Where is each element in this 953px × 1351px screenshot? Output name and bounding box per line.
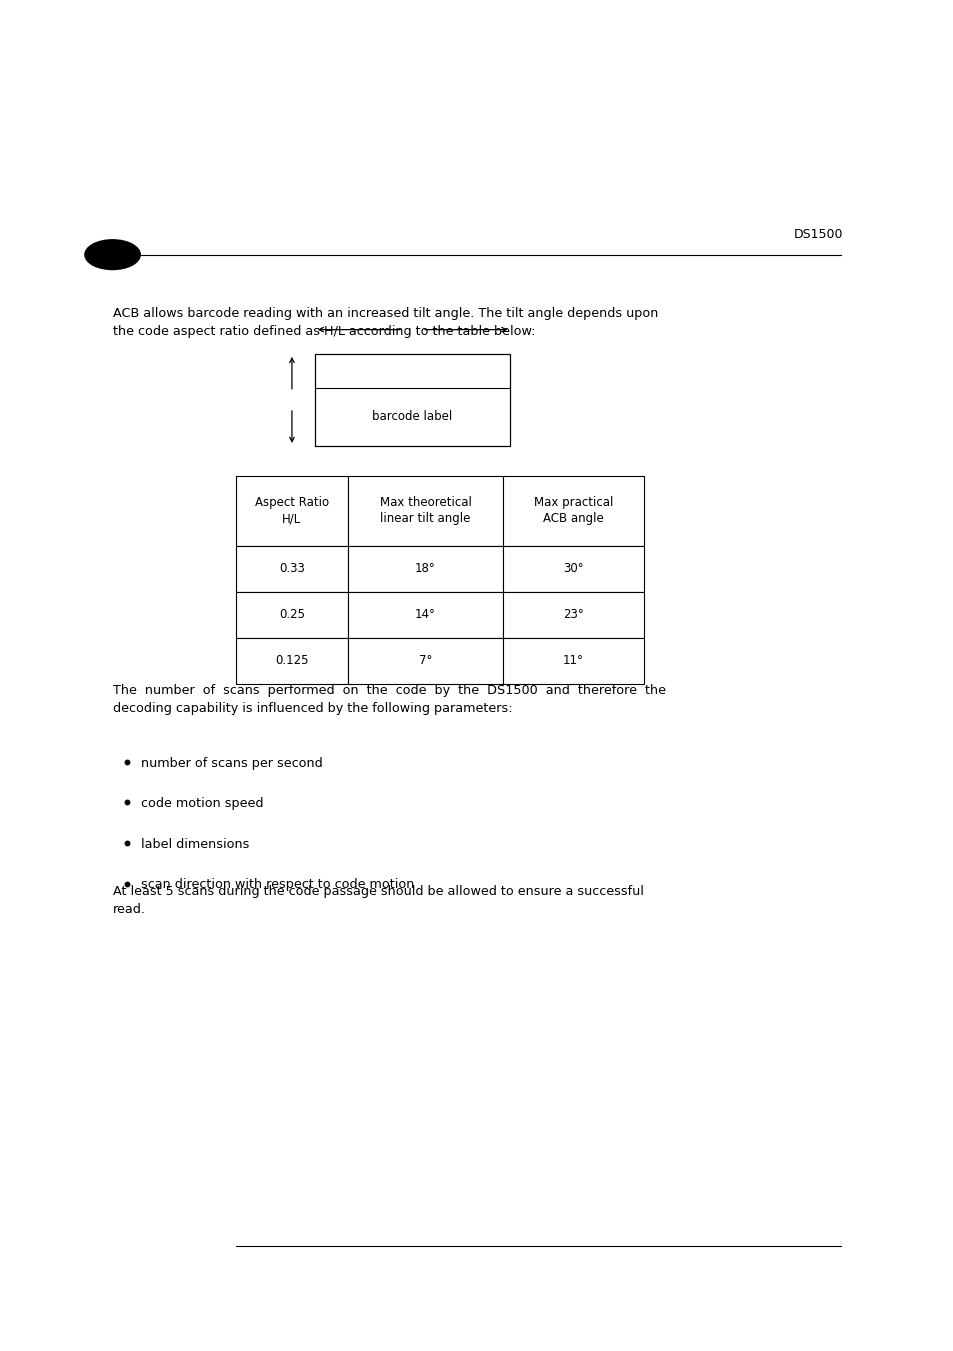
Bar — [235, 638, 348, 684]
Bar — [348, 476, 502, 546]
Text: code motion speed: code motion speed — [141, 797, 263, 811]
Text: label dimensions: label dimensions — [141, 838, 250, 851]
Text: DS1500: DS1500 — [793, 228, 842, 240]
Bar — [348, 638, 502, 684]
Bar — [502, 546, 643, 592]
Text: ACB allows barcode reading with an increased tilt angle. The tilt angle depends : ACB allows barcode reading with an incre… — [112, 307, 658, 338]
Text: 23°: 23° — [562, 608, 583, 621]
Text: 18°: 18° — [415, 562, 436, 576]
Bar — [348, 592, 502, 638]
Text: 0.125: 0.125 — [274, 654, 309, 667]
Text: 14°: 14° — [415, 608, 436, 621]
Text: 7°: 7° — [418, 654, 432, 667]
Text: number of scans per second: number of scans per second — [141, 757, 323, 770]
Text: At least 5 scans during the code passage should be allowed to ensure a successfu: At least 5 scans during the code passage… — [112, 885, 642, 916]
Text: 11°: 11° — [562, 654, 583, 667]
Bar — [502, 476, 643, 546]
Bar — [235, 546, 348, 592]
Bar — [502, 638, 643, 684]
Text: The  number  of  scans  performed  on  the  code  by  the  DS1500  and  therefor: The number of scans performed on the cod… — [112, 684, 665, 715]
Text: 0.33: 0.33 — [278, 562, 305, 576]
Text: Max theoretical
linear tilt angle: Max theoretical linear tilt angle — [379, 496, 471, 526]
Text: 0.25: 0.25 — [278, 608, 305, 621]
Ellipse shape — [85, 240, 140, 270]
Bar — [235, 476, 348, 546]
Bar — [502, 592, 643, 638]
Bar — [235, 592, 348, 638]
Text: 30°: 30° — [562, 562, 583, 576]
Bar — [314, 354, 510, 446]
Text: barcode label: barcode label — [372, 411, 453, 423]
Text: Aspect Ratio
H/L: Aspect Ratio H/L — [254, 496, 329, 526]
Text: Max practical
ACB angle: Max practical ACB angle — [533, 496, 613, 526]
Bar — [348, 546, 502, 592]
Text: scan direction with respect to code motion: scan direction with respect to code moti… — [141, 878, 415, 892]
